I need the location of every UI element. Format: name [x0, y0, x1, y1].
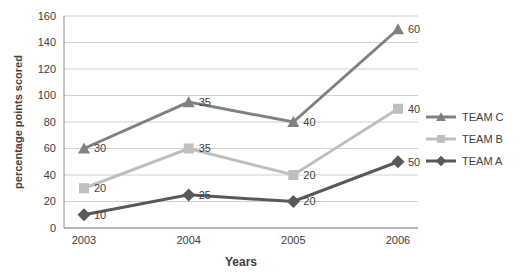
svg-text:Years: Years — [225, 255, 257, 269]
svg-text:20: 20 — [303, 195, 315, 207]
svg-text:40: 40 — [44, 169, 56, 181]
html-text:TEAM B: TEAM B — [462, 133, 503, 145]
svg-text:10: 10 — [94, 209, 106, 221]
svg-text:100: 100 — [38, 89, 56, 101]
svg-text:2006: 2006 — [386, 234, 410, 246]
html-text:TEAM C: TEAM C — [462, 111, 504, 123]
svg-text:2003: 2003 — [72, 234, 96, 246]
svg-text:140: 140 — [38, 36, 56, 48]
svg-text:20: 20 — [94, 182, 106, 194]
svg-text:40: 40 — [303, 116, 315, 128]
svg-text:30: 30 — [94, 142, 106, 154]
svg-text:25: 25 — [199, 189, 211, 201]
svg-text:120: 120 — [38, 63, 56, 75]
svg-text:160: 160 — [38, 10, 56, 22]
svg-text:50: 50 — [408, 156, 420, 168]
svg-text:20: 20 — [303, 169, 315, 181]
svg-text:60: 60 — [44, 142, 56, 154]
svg-text:35: 35 — [199, 142, 211, 154]
svg-text:40: 40 — [408, 103, 420, 115]
svg-text:80: 80 — [44, 116, 56, 128]
svg-text:percentage points scored: percentage points scored — [12, 55, 24, 189]
svg-text:35: 35 — [199, 96, 211, 108]
svg-text:0: 0 — [50, 222, 56, 234]
svg-text:20: 20 — [44, 195, 56, 207]
svg-text:60: 60 — [408, 23, 420, 35]
svg-text:2004: 2004 — [176, 234, 200, 246]
html-text:TEAM A: TEAM A — [462, 155, 503, 167]
svg-text:2005: 2005 — [281, 234, 305, 246]
